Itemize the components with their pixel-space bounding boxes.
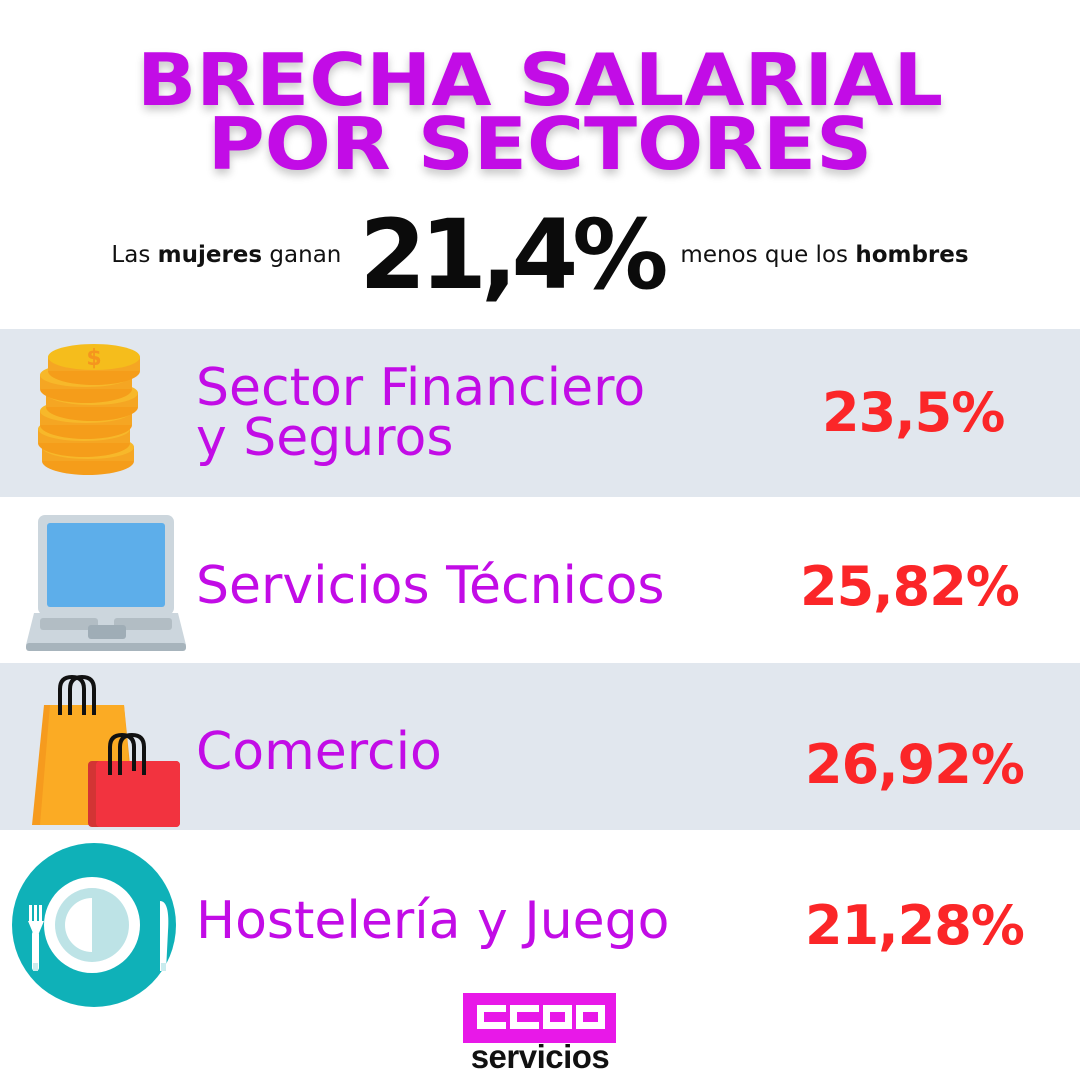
sector-label: Servicios Técnicos — [196, 556, 665, 616]
sector-label: Sector Financiero y Seguros — [196, 358, 646, 468]
logo-letter-c — [510, 1005, 539, 1029]
title-line-1: BRECHA SALARIAL — [136, 38, 944, 122]
sector-label: Comercio — [196, 722, 442, 782]
sector-row-hosteleria: Hostelería y Juego 21,28% — [0, 830, 1080, 1007]
sector-label: Hostelería y Juego — [196, 891, 670, 951]
summary-statement: Las mujeres ganan 21,4% menos que los ho… — [0, 200, 1080, 310]
summary-prefix: Las mujeres ganan — [111, 242, 342, 268]
laptop-icon — [26, 515, 186, 651]
shopping-bags-icon — [32, 675, 180, 827]
headline-value: 21,4% — [359, 199, 668, 311]
logo-letter-c — [477, 1005, 506, 1029]
sector-value: 26,92% — [805, 733, 1025, 796]
page-title: BRECHA SALARIAL POR SECTORES — [0, 38, 1080, 186]
sector-row-comercio: Comercio 26,92% — [0, 663, 1080, 830]
logo-letter-o — [576, 1005, 605, 1029]
sector-value: 25,82% — [800, 555, 1020, 618]
sector-value: 21,28% — [805, 894, 1025, 957]
svg-text:$: $ — [86, 346, 101, 371]
sector-value: 23,5% — [822, 381, 1005, 444]
ccoo-logo — [463, 993, 616, 1043]
logo-letter-o — [543, 1005, 572, 1029]
logo-subtitle: servicios — [470, 1038, 610, 1075]
sector-row-financiero: $ Sector Financiero y Seguros 23,5% — [0, 329, 1080, 497]
title-line-2: POR SECTORES — [207, 102, 873, 186]
plate-cutlery-icon — [12, 843, 176, 1007]
coin-stack-icon: $ — [38, 344, 140, 475]
sector-row-servicios-tecnicos: Servicios Técnicos 25,82% — [0, 497, 1080, 663]
summary-suffix: menos que los hombres — [680, 242, 969, 268]
